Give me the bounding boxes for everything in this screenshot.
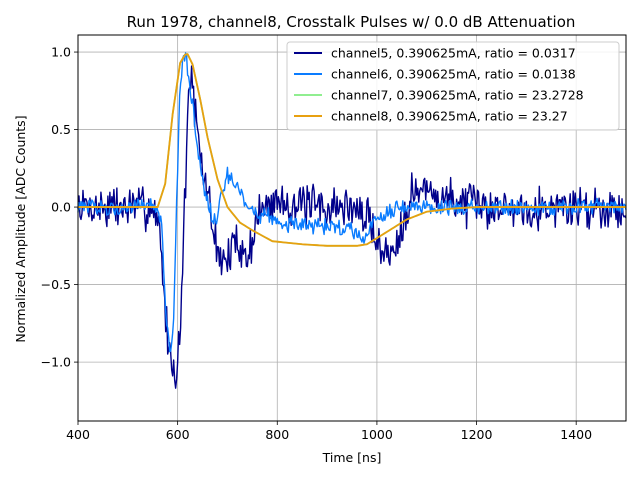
y-tick-label: −0.5 [41,277,71,292]
axes-frame [77,34,627,422]
legend-label-3: channel7, 0.390625mA, ratio = 23.2728 [331,88,584,103]
legend-label-4: channel8, 0.390625mA, ratio = 23.27 [331,109,568,124]
legend-label-2: channel6, 0.390625mA, ratio = 0.0138 [331,67,576,82]
x-axis-label: Time [ns] [322,450,382,465]
x-axis-ticks: 400 600 800 1000 1200 1400 [66,421,592,442]
x-tick-label: 1200 [461,427,493,442]
x-tick-label: 1400 [560,427,592,442]
y-axis-label: Normalized Amplitude [ADC Counts] [13,115,28,342]
x-tick-label: 400 [66,427,90,442]
legend: channel5, 0.390625mA, ratio = 0.0317 chan… [286,41,620,131]
x-tick-label: 800 [265,427,289,442]
plot-area [77,52,627,389]
y-tick-label: −1.0 [41,355,71,370]
y-tick-label: 0.0 [51,200,71,215]
y-tick-label: 0.5 [51,122,71,137]
x-tick-label: 600 [166,427,190,442]
chart-title: Run 1978, channel8, Crosstalk Pulses w/ … [127,13,576,31]
y-axis-ticks: −1.0 −0.5 0.0 0.5 1.0 [41,45,78,370]
series-line-2 [77,52,627,353]
legend-label-1: channel5, 0.390625mA, ratio = 0.0317 [331,46,576,61]
y-tick-label: 1.0 [51,45,71,60]
legend-box [286,41,620,131]
series-line-4 [78,53,626,247]
x-tick-label: 1000 [361,427,393,442]
